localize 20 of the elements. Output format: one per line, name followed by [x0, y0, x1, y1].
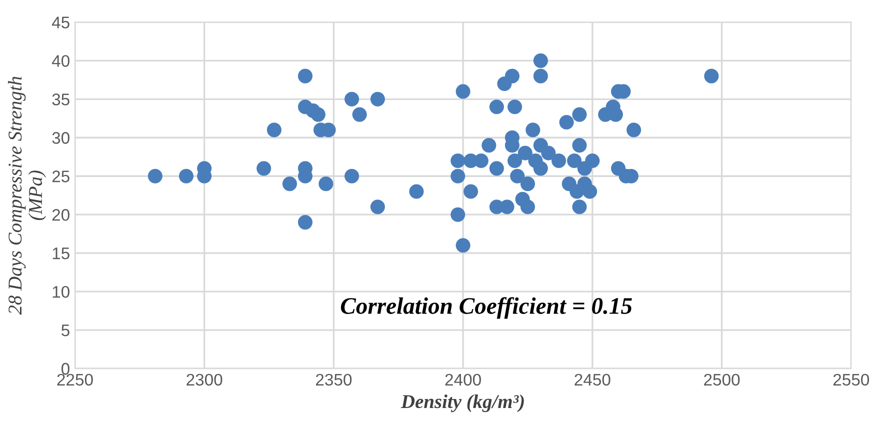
y-tick-label: 35 [52, 94, 70, 106]
annotation: Correlation Coefficient = 0.15 [340, 297, 632, 319]
y-tick-label: 0 [61, 362, 70, 375]
x-tick-label: 2550 [833, 374, 870, 386]
y-tick-label: 45 [52, 16, 70, 28]
x-axis-title: Density (kg/m³) [400, 394, 524, 412]
x-tick-label: 2350 [316, 374, 352, 386]
x-tick-label: 2450 [574, 374, 610, 386]
y-tick-label: 30 [52, 132, 70, 144]
y-tick-label: 15 [52, 248, 70, 260]
y-axis-title: 28 Days Compressive Strength (MPa) [8, 76, 46, 315]
x-tick-label: 2300 [186, 374, 222, 386]
y-tick-label: 20 [52, 209, 70, 221]
y-tick-label: 5 [62, 324, 70, 336]
x-tick-label: 2250 [57, 374, 93, 386]
y-tick-label: 40 [52, 55, 70, 67]
x-tick-label: 2400 [445, 374, 481, 386]
y-tick-label: 25 [52, 170, 70, 182]
x-tick-label: 2500 [704, 374, 740, 386]
y-tick-label: 10 [52, 286, 70, 298]
